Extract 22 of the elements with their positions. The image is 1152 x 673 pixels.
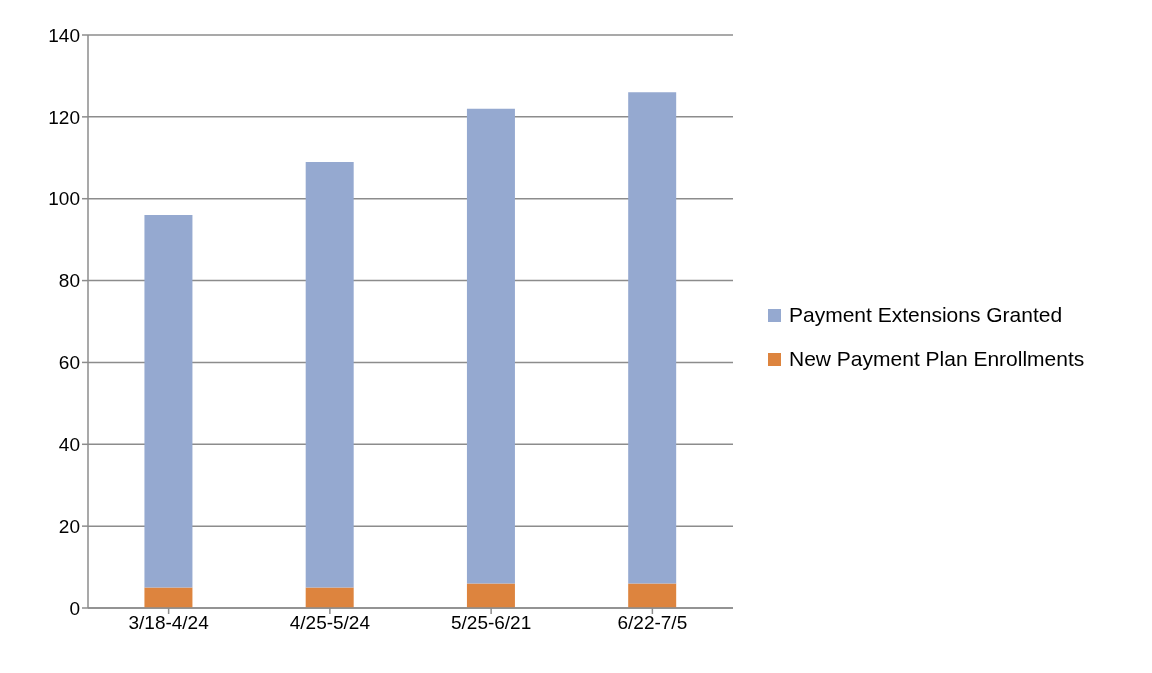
bar <box>466 583 515 608</box>
bar <box>305 587 354 608</box>
bar <box>144 587 193 608</box>
y-tick-label: 0 <box>69 597 80 619</box>
bar <box>628 92 677 584</box>
bar <box>628 583 677 608</box>
x-tick-label: 4/25-5/24 <box>289 612 371 634</box>
legend-label: New Payment Plan Enrollments <box>789 347 1085 371</box>
x-tick-label: 3/18-4/24 <box>128 612 210 634</box>
legend-label: Payment Extensions Granted <box>789 303 1063 327</box>
y-tick-label: 40 <box>58 434 80 456</box>
y-tick-label: 120 <box>48 106 80 128</box>
x-tick-label: 5/25-6/21 <box>450 612 532 634</box>
y-tick-label: 140 <box>48 24 80 46</box>
bar <box>466 108 515 584</box>
y-tick-label: 60 <box>58 352 80 374</box>
bar <box>144 215 193 588</box>
bar <box>305 161 354 588</box>
y-tick-label: 80 <box>58 270 80 292</box>
x-tick-label: 6/22-7/5 <box>617 612 688 634</box>
y-tick-label: 20 <box>58 515 80 537</box>
y-tick-label: 100 <box>48 188 80 210</box>
